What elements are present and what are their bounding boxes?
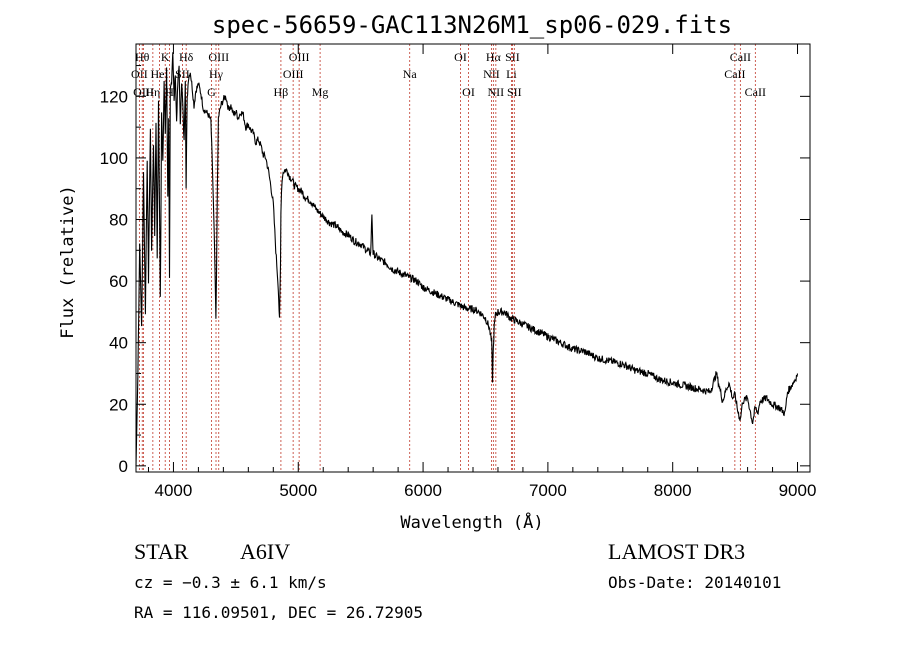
marker-label-22: Li <box>506 67 517 81</box>
spectrum-line <box>135 52 799 466</box>
marker-label-11: OIII <box>208 50 229 64</box>
y-tick-label-2: 40 <box>109 334 128 353</box>
marker-label-16: Na <box>403 67 418 81</box>
marker-label-8: Hδ <box>179 50 194 64</box>
y-tick-label-3: 60 <box>109 272 128 291</box>
marker-label-24: SII <box>507 85 522 99</box>
x-tick-label-0: 4000 <box>155 481 193 500</box>
marker-label-15: Mg <box>312 85 329 99</box>
sky-coordinates: RA = 116.09501, DEC = 26.72905 <box>134 603 423 622</box>
x-tick-label-4: 8000 <box>654 481 692 500</box>
marker-label-27: CaII <box>745 85 766 99</box>
object-class: STAR <box>134 539 189 564</box>
marker-label-3: Hη <box>145 85 160 99</box>
emission-line-markers: OIIHθOIIIHηHeIKHSIIHδGHγOIIIHβOIIIOIIIMg… <box>131 44 766 472</box>
marker-label-14: OIII <box>289 50 310 64</box>
x-axis-label: Wavelength (Å) <box>400 511 543 533</box>
x-axis-ticks: 4000 5000 6000 7000 8000 9000 <box>147 44 817 500</box>
marker-label-1: Hθ <box>135 50 150 64</box>
y-tick-label-4: 80 <box>109 211 128 230</box>
marker-label-4: HeI <box>150 67 168 81</box>
marker-label-23: SII <box>505 50 520 64</box>
marker-label-26: CaII <box>730 50 751 64</box>
marker-label-2: OIII <box>133 85 154 99</box>
x-tick-label-2: 6000 <box>404 481 442 500</box>
chart-title: spec-56659-GAC113N26M1_sp06-029.fits <box>212 11 732 39</box>
marker-label-19: NII <box>483 67 500 81</box>
marker-label-5: K <box>161 50 170 64</box>
marker-label-17: OI <box>454 50 467 64</box>
marker-label-12: Hβ <box>274 85 289 99</box>
x-tick-label-3: 7000 <box>529 481 567 500</box>
y-tick-label-0: 0 <box>119 457 128 476</box>
marker-label-9: G <box>207 85 216 99</box>
redshift-cz: cz = −0.3 ± 6.1 km/s <box>134 573 327 592</box>
marker-label-13: OIII <box>283 67 304 81</box>
y-axis-ticks: 0 20 40 60 80 100 120 <box>100 65 810 476</box>
spectral-subclass: A6IV <box>240 539 291 564</box>
x-tick-label-5: 9000 <box>779 481 817 500</box>
marker-label-20: Hα <box>486 50 502 64</box>
x-tick-label-1: 5000 <box>279 481 317 500</box>
marker-label-18: OI <box>462 85 475 99</box>
marker-label-25: CaII <box>724 67 745 81</box>
marker-label-10: Hγ <box>209 67 224 81</box>
y-tick-label-5: 100 <box>100 149 128 168</box>
marker-label-7: SII <box>175 67 190 81</box>
y-axis-label: Flux (relative) <box>58 185 78 339</box>
y-tick-label-1: 20 <box>109 395 128 414</box>
observation-date: Obs-Date: 20140101 <box>608 573 782 592</box>
survey-name: LAMOST DR3 <box>608 539 746 564</box>
marker-label-21: NII <box>488 85 505 99</box>
plot-frame <box>135 43 811 473</box>
y-tick-label-6: 120 <box>100 87 128 106</box>
marker-label-0: OII <box>131 67 148 81</box>
